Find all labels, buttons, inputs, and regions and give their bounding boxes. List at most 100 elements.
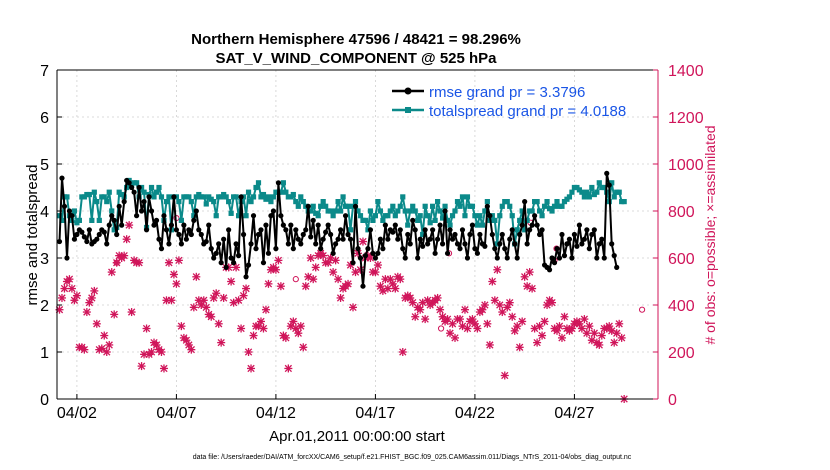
obs-assimilated-marker <box>433 293 442 302</box>
totalspread-point <box>367 208 374 214</box>
y-tick-label: 0 <box>40 392 49 409</box>
rmse-point <box>335 236 341 242</box>
rmse-point <box>228 255 234 261</box>
rmse-point <box>454 241 461 247</box>
totalspread-point <box>439 215 446 221</box>
rmse-point <box>599 236 605 242</box>
totalspread-point <box>323 203 329 209</box>
totalspread-point <box>328 208 334 214</box>
rmse-point <box>517 231 523 238</box>
totalspread-point <box>340 194 346 200</box>
y2-tick-label: 600 <box>668 251 695 268</box>
rmse-point <box>477 231 483 238</box>
rmse-point <box>554 246 560 252</box>
obs-assimilated-marker <box>518 317 527 326</box>
obs-assimilated-marker <box>207 312 216 321</box>
rmse-point <box>415 255 421 261</box>
rmse-point <box>559 231 565 238</box>
totalspread-point <box>235 213 242 219</box>
totalspread-point <box>248 199 254 205</box>
footer-data-file: data file: /Users/raeder/DAI/ATM_forcXX/… <box>193 454 632 461</box>
x-tick-label: 04/12 <box>256 405 296 422</box>
obs-assimilated-marker <box>383 284 392 293</box>
obs-assimilated-marker <box>107 268 116 277</box>
axes-layer: 0 1 2 3 4 5 6 7 0 200 400 600 800 1000 1200 1400 04/02 04… <box>40 63 704 422</box>
rmse-point <box>452 231 458 238</box>
rmse-point <box>561 253 568 259</box>
rmse-point <box>407 241 413 247</box>
rmse-point <box>134 213 140 219</box>
obs-assimilated-marker <box>436 305 445 314</box>
rmse-point <box>148 208 155 214</box>
totalspread-point <box>191 213 197 219</box>
obs-assimilated-marker <box>508 312 517 321</box>
totalspread-point <box>492 217 498 223</box>
obs-assimilated-marker <box>349 303 358 312</box>
obs-assimilated-marker <box>142 324 151 333</box>
totalspread-point <box>499 203 505 209</box>
totalspread-point <box>377 208 383 214</box>
rmse-point <box>86 227 92 233</box>
obs-assimilated-marker <box>555 322 564 331</box>
obs-assimilated-marker <box>217 338 226 347</box>
rmse-point <box>253 246 259 252</box>
rmse-point <box>163 227 170 233</box>
obs-assimilated-marker <box>105 340 114 349</box>
rmse-point <box>243 274 249 280</box>
rmse-point <box>71 236 78 242</box>
totalspread-point <box>96 217 102 223</box>
rmse-point <box>196 227 202 233</box>
rmse-point <box>357 255 364 261</box>
rmse-point <box>462 241 468 247</box>
rmse-point <box>591 227 597 233</box>
rmse-point <box>305 203 311 209</box>
totalspread-point <box>283 189 289 195</box>
rmse-point <box>392 222 398 228</box>
obs-assimilated-marker <box>92 319 101 328</box>
rmse-point <box>382 222 388 228</box>
totalspread-point <box>255 180 262 186</box>
obs-assimilated-marker <box>271 265 280 274</box>
totalspread-point <box>479 222 485 228</box>
legend-rmse-label: rmse grand pr = 3.3796 <box>429 84 585 101</box>
rmse-point <box>606 182 612 188</box>
rmse-point <box>380 246 386 252</box>
rmse-point <box>119 222 125 228</box>
totalspread-point <box>310 203 316 209</box>
rmse-point <box>278 213 284 219</box>
obs-assimilated-marker <box>199 296 208 305</box>
obs-assimilated-marker <box>538 331 547 340</box>
rmse-point <box>186 227 192 233</box>
obs-assimilated-marker <box>237 324 246 333</box>
obs-assimilated-marker <box>590 329 599 338</box>
rmse-point <box>551 260 558 266</box>
obs-assimilated-marker <box>147 348 156 356</box>
rmse-point <box>235 253 242 259</box>
rmse-point <box>385 236 391 242</box>
totalspread-point <box>333 208 339 214</box>
totalspread-point <box>243 213 249 219</box>
rmse-point <box>457 246 463 252</box>
obs-assimilated-marker <box>585 322 594 331</box>
rmse-point <box>432 250 438 256</box>
obs-assimilated-marker <box>72 291 81 300</box>
totalspread-point <box>514 227 520 233</box>
rmse-point <box>345 231 351 238</box>
rmse-point <box>365 246 371 252</box>
rmse-point <box>318 246 324 252</box>
totalspread-point <box>345 203 351 209</box>
totalspread-point <box>569 189 575 195</box>
rmse-point <box>529 222 535 228</box>
rmse-point <box>487 213 493 219</box>
obs-assimilated-marker <box>239 291 248 300</box>
rmse-point <box>273 246 279 252</box>
rmse-point <box>347 236 354 242</box>
rmse-point <box>166 241 172 247</box>
totalspread-point <box>549 208 555 214</box>
rmse-point <box>512 241 518 247</box>
rmse-point <box>310 217 316 223</box>
rmse-point <box>355 246 361 252</box>
rmse-point <box>106 222 112 228</box>
y-tick-label: 1 <box>40 345 49 362</box>
rmse-point <box>397 227 403 233</box>
